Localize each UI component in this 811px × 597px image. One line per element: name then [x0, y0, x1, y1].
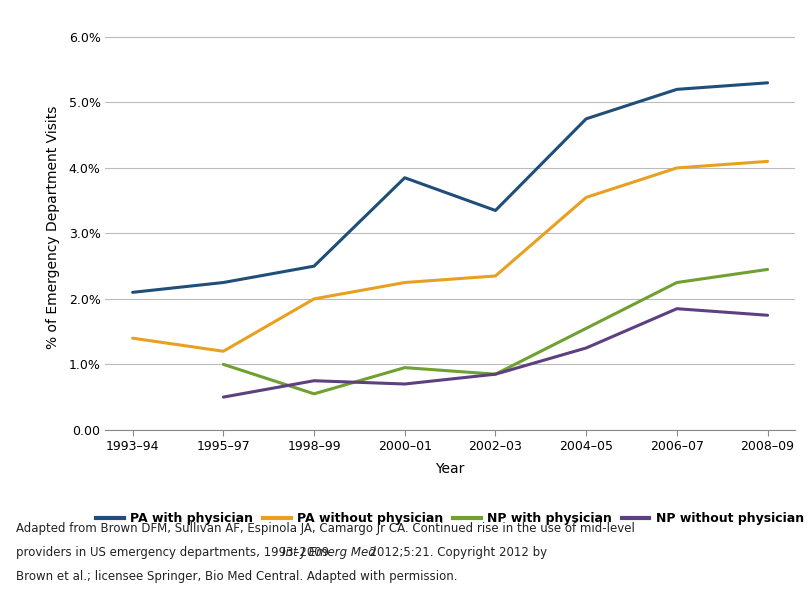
Text: Brown et al.; licensee Springer, Bio Med Central. Adapted with permission.: Brown et al.; licensee Springer, Bio Med… [16, 570, 457, 583]
Text: Int J Emerg Med: Int J Emerg Med [282, 546, 376, 559]
X-axis label: Year: Year [436, 461, 465, 476]
Text: providers in US emergency departments, 1993–2009.: providers in US emergency departments, 1… [16, 546, 337, 559]
Text: . 2012;5:21. Copyright 2012 by: . 2012;5:21. Copyright 2012 by [362, 546, 547, 559]
Y-axis label: % of Emergency Department Visits: % of Emergency Department Visits [46, 105, 60, 349]
Legend: PA with physician, PA without physician, NP with physician, NP without physician: PA with physician, PA without physician,… [92, 507, 809, 530]
Text: Adapted from Brown DFM, Sullivan AF, Espinola JA, Camargo Jr CA. Continued rise : Adapted from Brown DFM, Sullivan AF, Esp… [16, 522, 635, 536]
